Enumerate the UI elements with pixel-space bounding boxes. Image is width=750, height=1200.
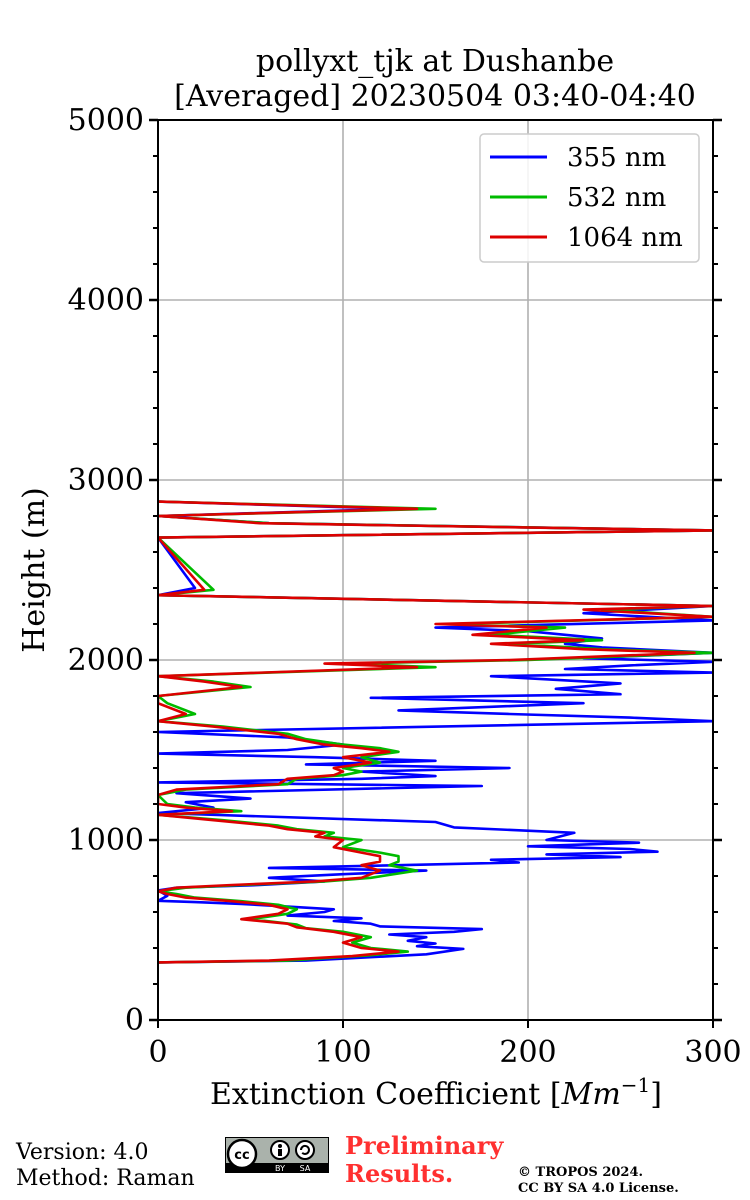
x-tick-label: 100 [314,1035,371,1070]
x-axis-label: Extinction Coefficient [Mm−1] [210,1073,662,1112]
preliminary-results-note: Preliminary Results. [345,1132,503,1188]
legend-label: 1064 nm [567,223,683,253]
method-text: Method: Raman [16,1166,195,1191]
series-line-1064-nm [158,500,713,964]
plot-frame [157,119,714,1021]
y-tick-label: 0 [125,1003,144,1038]
extinction-profile-chart: pollyxt_tjk at Dushanbe [Averaged] 20230… [17,44,742,1112]
legend: 355 nm 532 nm 1064 nm [479,133,700,263]
series-line-355-nm [158,500,713,964]
svg-text:BY: BY [275,1164,285,1173]
x-tick-label: 300 [684,1035,741,1070]
x-tick-label: 0 [148,1035,167,1070]
y-tick-label: 1000 [68,823,144,858]
copyright-note: © TROPOS 2024. CC BY SA 4.0 License. [518,1165,679,1197]
y-tick-label: 5000 [68,103,144,138]
chart-title-line-1: pollyxt_tjk at Dushanbe [256,44,614,79]
chart-title-line-2: [Averaged] 20230504 03:40-04:40 [174,79,696,114]
y-tick-label: 2000 [68,643,144,678]
copyright-line-1: © TROPOS 2024. [518,1165,644,1180]
legend-label: 532 nm [567,183,666,213]
preliminary-line-2: Results. [345,1159,454,1188]
y-axis-label: Height (m) [17,487,52,652]
copyright-line-2: CC BY SA 4.0 License. [518,1181,679,1196]
cc-icon [226,1138,258,1170]
y-tick-label: 4000 [68,283,144,318]
cc-by-sa-license-badge: cc BY SA [225,1137,329,1173]
legend-label: 355 nm [567,143,666,173]
x-tick-label: 200 [499,1035,556,1070]
legend-box [479,133,700,263]
series-line-532-nm [158,500,713,964]
y-tick-label: 3000 [68,463,144,498]
svg-text:SA: SA [300,1164,311,1173]
preliminary-line-1: Preliminary [345,1131,504,1160]
svg-text:cc: cc [234,1148,249,1163]
sa-icon [295,1140,315,1160]
version-text: Version: 4.0 [16,1140,149,1165]
plot-area [158,500,713,964]
